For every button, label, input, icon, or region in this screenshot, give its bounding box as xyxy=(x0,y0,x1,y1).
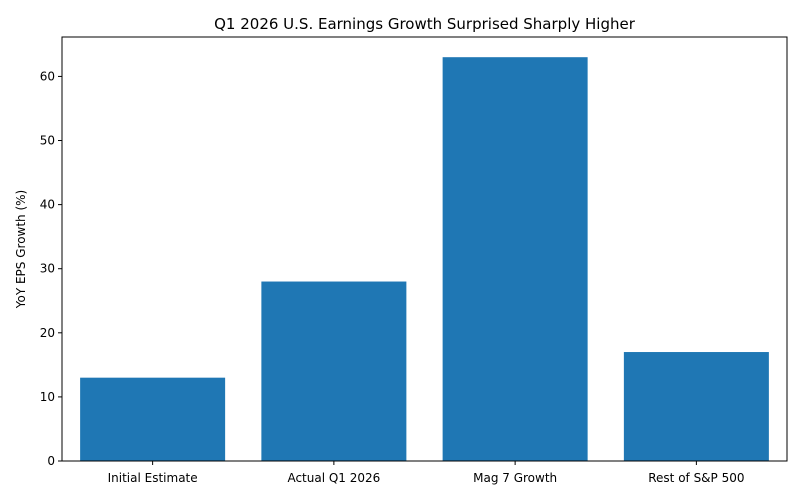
y-axis-label: YoY EPS Growth (%) xyxy=(14,190,28,310)
y-tick-label: 40 xyxy=(40,198,55,212)
x-axis-ticks: Initial Estimate Actual Q1 2026 Mag 7 Grow… xyxy=(108,461,745,485)
x-tick-label: Actual Q1 2026 xyxy=(287,471,380,485)
chart-title: Q1 2026 U.S. Earnings Growth Surprised S… xyxy=(214,15,636,33)
bar-rest-of-s-p-500 xyxy=(623,352,769,461)
bar-mag-7-growth xyxy=(442,57,588,461)
y-tick-label: 10 xyxy=(40,390,55,404)
bar-initial-estimate xyxy=(80,377,226,461)
y-axis-ticks: 0 10 20 30 40 50 60 xyxy=(40,69,62,468)
y-tick-label: 20 xyxy=(40,326,55,340)
y-tick-label: 30 xyxy=(40,262,55,276)
x-tick-label: Mag 7 Growth xyxy=(473,471,557,485)
x-tick-label: Initial Estimate xyxy=(108,471,198,485)
y-tick-label: 50 xyxy=(40,134,55,148)
y-tick-label: 0 xyxy=(47,454,55,468)
y-tick-label: 60 xyxy=(40,69,55,83)
bar-actual-q1-2026 xyxy=(261,281,407,461)
plot-frame xyxy=(61,36,788,462)
bars-group xyxy=(80,57,769,461)
x-tick-label: Rest of S&P 500 xyxy=(648,471,744,485)
